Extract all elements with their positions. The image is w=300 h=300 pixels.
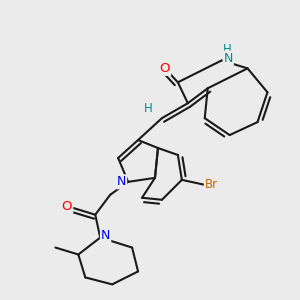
Text: H: H bbox=[144, 102, 152, 115]
Text: N: N bbox=[117, 176, 126, 188]
Text: O: O bbox=[160, 62, 170, 75]
Text: Br: Br bbox=[205, 178, 218, 191]
Text: O: O bbox=[62, 200, 72, 213]
Text: N: N bbox=[101, 229, 110, 242]
Text: N: N bbox=[224, 52, 233, 64]
Text: H: H bbox=[223, 44, 231, 56]
